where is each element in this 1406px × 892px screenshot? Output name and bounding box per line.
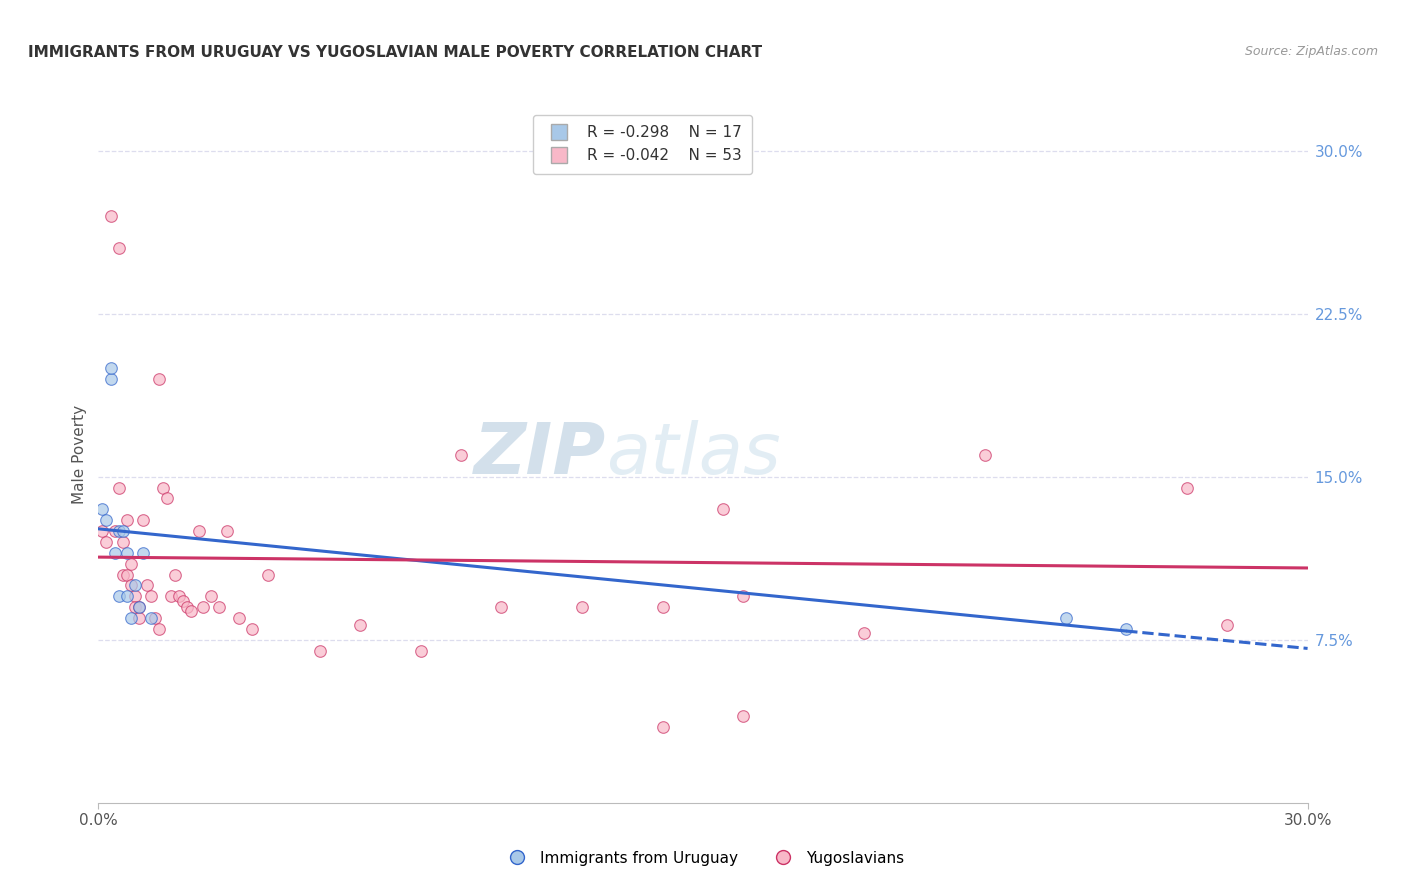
Point — [128, 600, 150, 615]
Point — [651, 720, 673, 734]
Point — [128, 600, 150, 615]
Text: ZIP: ZIP — [474, 420, 606, 490]
Point — [107, 524, 129, 538]
Point — [128, 611, 150, 625]
Text: Source: ZipAtlas.com: Source: ZipAtlas.com — [1244, 45, 1378, 58]
Point — [450, 448, 472, 462]
Point — [208, 600, 231, 615]
Point — [115, 567, 138, 582]
Point — [571, 600, 593, 615]
Text: IMMIGRANTS FROM URUGUAY VS YUGOSLAVIAN MALE POVERTY CORRELATION CHART: IMMIGRANTS FROM URUGUAY VS YUGOSLAVIAN M… — [28, 45, 762, 60]
Text: atlas: atlas — [606, 420, 780, 490]
Point — [115, 589, 138, 603]
Point — [176, 600, 198, 615]
Point — [711, 502, 734, 516]
Point — [139, 589, 162, 603]
Point — [139, 611, 162, 625]
Point — [96, 513, 118, 527]
Point — [120, 557, 142, 571]
Point — [156, 491, 179, 506]
Point — [124, 600, 146, 615]
Point — [200, 589, 222, 603]
Point — [107, 241, 129, 255]
Point — [103, 524, 125, 538]
Point — [217, 524, 239, 538]
Y-axis label: Male Poverty: Male Poverty — [72, 405, 87, 505]
Point — [193, 600, 215, 615]
Point — [115, 546, 138, 560]
Point — [349, 617, 371, 632]
Point — [148, 622, 170, 636]
Point — [228, 611, 250, 625]
Point — [120, 578, 142, 592]
Point — [96, 534, 118, 549]
Point — [100, 209, 122, 223]
Point — [132, 513, 155, 527]
Point — [91, 502, 114, 516]
Point — [1216, 617, 1239, 632]
Point — [172, 593, 194, 607]
Point — [100, 372, 122, 386]
Point — [107, 481, 129, 495]
Point — [143, 611, 166, 625]
Point — [853, 626, 876, 640]
Point — [240, 622, 263, 636]
Point — [256, 567, 278, 582]
Point — [152, 481, 174, 495]
Point — [1175, 481, 1198, 495]
Point — [135, 578, 157, 592]
Point — [115, 513, 138, 527]
Point — [107, 589, 129, 603]
Point — [309, 643, 332, 657]
Point — [651, 600, 673, 615]
Point — [132, 546, 155, 560]
Point — [491, 600, 513, 615]
Point — [409, 643, 432, 657]
Point — [974, 448, 997, 462]
Point — [100, 360, 122, 375]
Point — [1115, 622, 1137, 636]
Point — [180, 605, 202, 619]
Point — [124, 578, 146, 592]
Point — [91, 524, 114, 538]
Point — [167, 589, 190, 603]
Point — [111, 567, 134, 582]
Point — [160, 589, 183, 603]
Point — [148, 372, 170, 386]
Point — [733, 708, 755, 723]
Point — [120, 611, 142, 625]
Point — [111, 524, 134, 538]
Point — [124, 589, 146, 603]
Point — [733, 589, 755, 603]
Point — [103, 546, 125, 560]
Point — [1054, 611, 1077, 625]
Point — [111, 534, 134, 549]
Legend: Immigrants from Uruguay, Yugoslavians: Immigrants from Uruguay, Yugoslavians — [495, 845, 911, 871]
Point — [188, 524, 211, 538]
Point — [163, 567, 186, 582]
